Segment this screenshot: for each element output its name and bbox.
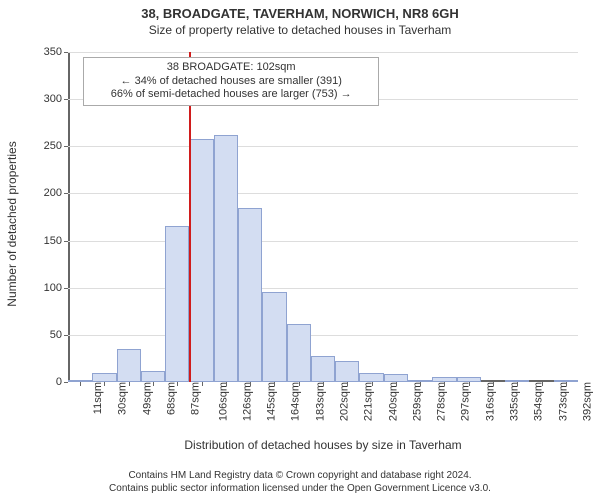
x-tick-label: 297sqm (456, 382, 472, 421)
y-tick-label: 350 (44, 46, 68, 58)
grid-line (68, 241, 578, 242)
y-tick-label: 200 (44, 187, 68, 199)
grid-line (68, 52, 578, 53)
y-tick-label: 150 (44, 235, 68, 247)
x-tick-label: 354sqm (529, 382, 545, 421)
histogram-bar (287, 324, 311, 382)
histogram-bar (117, 349, 141, 382)
x-tick-mark (104, 382, 105, 386)
x-tick-mark (372, 382, 373, 386)
x-tick-label: 87sqm (186, 382, 202, 415)
y-tick-label: 300 (44, 93, 68, 105)
x-tick-label: 126sqm (237, 382, 253, 421)
x-tick-mark (566, 382, 567, 386)
x-tick-label: 145sqm (262, 382, 278, 421)
x-tick-mark (226, 382, 227, 386)
grid-line (68, 288, 578, 289)
x-tick-mark (444, 382, 445, 386)
x-tick-label: 221sqm (359, 382, 375, 421)
plot: 05010015020025030035011sqm30sqm49sqm68sq… (68, 52, 578, 382)
x-tick-label: 392sqm (577, 382, 593, 421)
histogram-bar (335, 361, 359, 382)
x-tick-label: 335sqm (505, 382, 521, 421)
x-tick-label: 11sqm (88, 382, 104, 414)
footer-line-1: Contains HM Land Registry data © Crown c… (0, 470, 600, 483)
chart-title: 38, BROADGATE, TAVERHAM, NORWICH, NR8 6G… (0, 0, 600, 21)
y-axis-label: Number of detached properties (5, 59, 19, 389)
histogram-bar (384, 374, 408, 382)
histogram-bar (238, 208, 262, 382)
chart-subtitle: Size of property relative to detached ho… (0, 21, 600, 37)
footer-line-2: Contains public sector information licen… (0, 483, 600, 496)
y-tick-label: 50 (50, 329, 68, 341)
x-tick-mark (153, 382, 154, 386)
x-tick-mark (323, 382, 324, 386)
x-tick-label: 259sqm (407, 382, 423, 421)
x-tick-label: 106sqm (213, 382, 229, 421)
x-tick-mark (274, 382, 275, 386)
histogram-bar (262, 292, 286, 382)
grid-line (68, 193, 578, 194)
x-tick-mark (299, 382, 300, 386)
annotation-box: 38 BROADGATE: 102sqm← 34% of detached ho… (83, 57, 379, 106)
chart-container: 38, BROADGATE, TAVERHAM, NORWICH, NR8 6G… (0, 0, 600, 500)
annotation-line-2: ← 34% of detached houses are smaller (39… (90, 75, 372, 89)
x-tick-label: 316sqm (480, 382, 496, 421)
x-tick-mark (420, 382, 421, 386)
x-tick-label: 373sqm (553, 382, 569, 421)
x-tick-mark (469, 382, 470, 386)
x-tick-label: 164sqm (286, 382, 302, 421)
x-axis-label: Distribution of detached houses by size … (68, 438, 578, 452)
x-tick-mark (517, 382, 518, 386)
annotation-line-1: 38 BROADGATE: 102sqm (90, 61, 372, 75)
x-tick-mark (80, 382, 81, 386)
x-tick-mark (396, 382, 397, 386)
y-tick-label: 100 (44, 282, 68, 294)
x-tick-mark (202, 382, 203, 386)
x-tick-mark (493, 382, 494, 386)
annotation-line-3: 66% of semi-detached houses are larger (… (90, 88, 372, 102)
x-tick-mark (542, 382, 543, 386)
x-tick-label: 183sqm (310, 382, 326, 421)
y-tick-label: 0 (56, 376, 68, 388)
grid-line (68, 335, 578, 336)
x-tick-mark (177, 382, 178, 386)
x-tick-mark (250, 382, 251, 386)
x-tick-mark (129, 382, 130, 386)
y-tick-label: 250 (44, 140, 68, 152)
x-tick-label: 49sqm (137, 382, 153, 415)
x-tick-label: 68sqm (162, 382, 178, 415)
x-tick-mark (347, 382, 348, 386)
grid-line (68, 146, 578, 147)
histogram-bar (141, 371, 165, 382)
x-tick-label: 30sqm (113, 382, 129, 415)
x-tick-label: 240sqm (383, 382, 399, 421)
plot-area: 05010015020025030035011sqm30sqm49sqm68sq… (68, 52, 578, 382)
histogram-bar (92, 373, 116, 382)
histogram-bar (311, 356, 335, 382)
histogram-bar (214, 135, 238, 382)
histogram-bar (165, 226, 189, 382)
x-tick-label: 202sqm (335, 382, 351, 421)
footer: Contains HM Land Registry data © Crown c… (0, 470, 600, 495)
histogram-bar (189, 139, 213, 382)
histogram-bar (359, 373, 383, 382)
x-tick-label: 278sqm (432, 382, 448, 421)
